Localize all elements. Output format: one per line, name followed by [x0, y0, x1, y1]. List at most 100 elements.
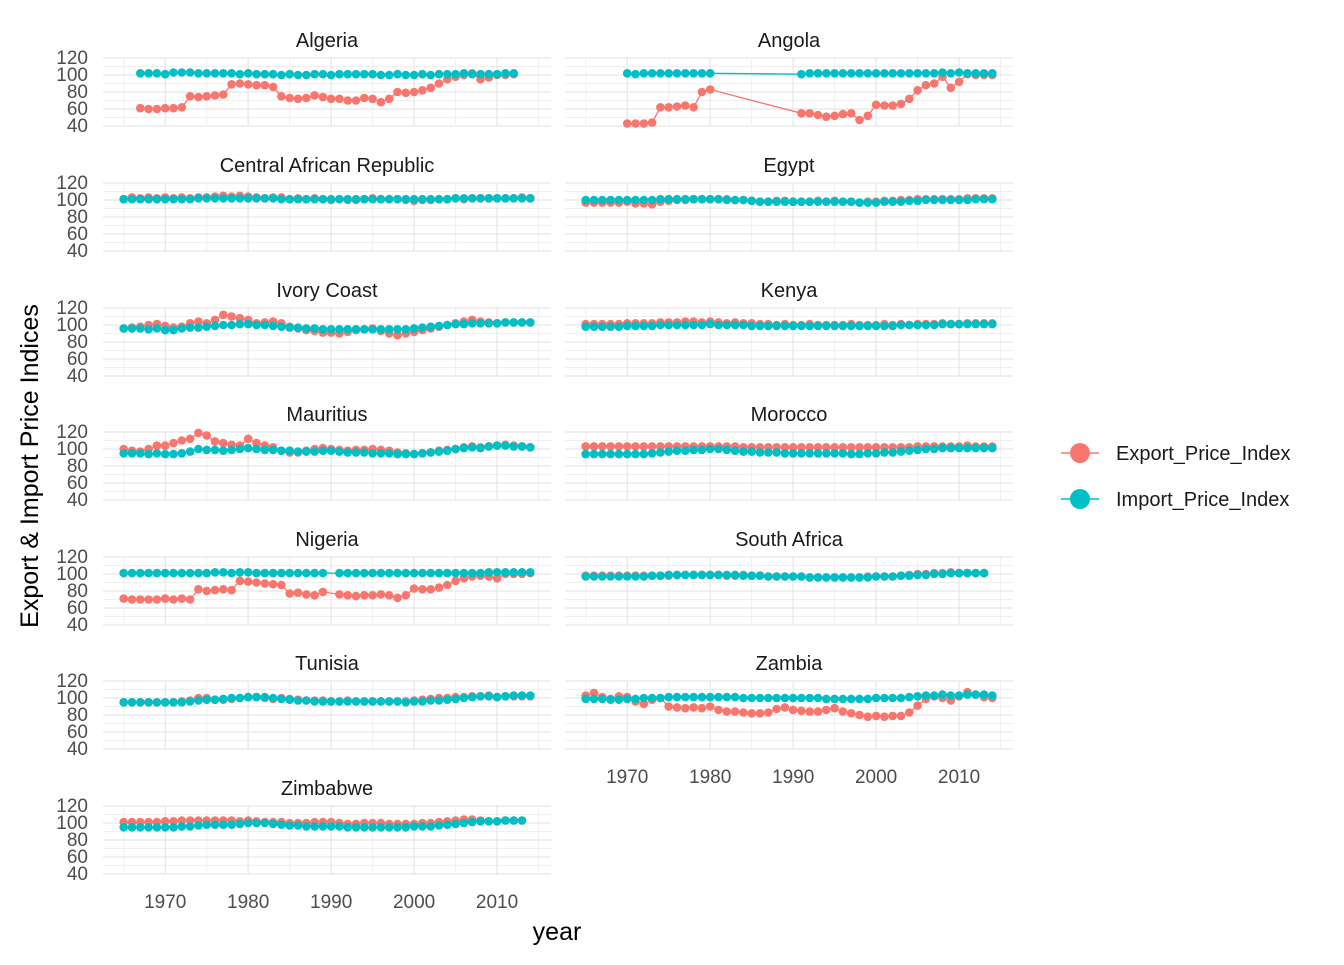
data-point [360, 325, 369, 334]
data-point [393, 568, 402, 578]
data-point [697, 692, 707, 702]
data-point [913, 86, 922, 95]
data-point [921, 80, 931, 90]
data-point [639, 572, 649, 581]
data-point [938, 690, 947, 699]
x-axis-title: year [533, 918, 582, 946]
data-point [501, 441, 510, 450]
data-point [971, 690, 980, 699]
data-point [227, 585, 236, 595]
data-point [152, 324, 162, 333]
data-point [772, 693, 781, 703]
data-point [764, 572, 773, 581]
data-point [302, 590, 311, 599]
data-point [351, 823, 361, 832]
data-point [177, 449, 187, 458]
data-point [672, 692, 682, 702]
data-point [938, 68, 947, 77]
data-point [459, 319, 469, 329]
data-point [144, 104, 153, 114]
data-point [169, 68, 178, 77]
data-point [434, 79, 444, 88]
data-point [905, 94, 914, 104]
data-point [393, 823, 402, 832]
data-point [681, 692, 690, 702]
data-point [805, 197, 814, 206]
data-point [409, 697, 419, 706]
data-point [813, 573, 823, 582]
data-point [243, 194, 253, 203]
data-point [202, 69, 211, 78]
data-point [838, 573, 848, 582]
data-point [426, 448, 436, 457]
data-point [185, 816, 195, 825]
data-point [938, 319, 947, 329]
data-point [888, 572, 897, 581]
data-point [451, 194, 460, 203]
data-point [185, 194, 195, 204]
data-point [855, 694, 864, 704]
data-point [822, 443, 831, 452]
data-point [310, 591, 319, 600]
data-point [384, 449, 394, 458]
data-point [260, 69, 270, 79]
data-point [863, 449, 873, 458]
data-point [152, 104, 162, 114]
data-point [979, 443, 989, 453]
data-point [747, 693, 756, 703]
data-point [526, 194, 535, 203]
data-point [846, 69, 856, 78]
data-point [169, 325, 178, 335]
data-point [235, 693, 245, 703]
data-point [614, 322, 624, 332]
data-point [169, 449, 178, 459]
data-point [169, 103, 178, 113]
data-point [277, 70, 286, 80]
data-point [227, 312, 236, 321]
data-point [443, 446, 452, 456]
data-point [484, 692, 494, 701]
data-point [177, 568, 187, 578]
data-point [434, 583, 444, 592]
data-point [946, 83, 956, 93]
data-point [368, 823, 377, 832]
data-point [401, 70, 411, 80]
data-point [681, 69, 690, 78]
data-point [202, 322, 211, 332]
data-point [285, 323, 295, 332]
data-point [268, 693, 278, 703]
data-point [210, 315, 220, 325]
data-point [418, 822, 427, 831]
data-point [681, 194, 690, 204]
data-point [252, 320, 261, 330]
data-point [631, 694, 640, 704]
data-point [484, 442, 494, 451]
data-point [484, 568, 494, 577]
data-point [227, 568, 236, 578]
data-point [418, 323, 427, 332]
data-point [631, 195, 640, 205]
data-point [326, 325, 336, 334]
data-point [631, 321, 640, 331]
data-point [227, 80, 236, 89]
data-point [896, 711, 906, 721]
data-point [484, 319, 494, 328]
data-point [459, 693, 469, 703]
data-point [788, 449, 798, 458]
data-point [871, 100, 881, 110]
data-point [210, 695, 220, 704]
data-point [285, 69, 295, 79]
data-point [730, 707, 740, 716]
data-point [672, 320, 682, 330]
data-point [606, 322, 615, 332]
data-point [185, 822, 195, 831]
data-point [268, 819, 278, 829]
data-point [243, 434, 253, 444]
x-tick-label: 2000 [855, 767, 897, 788]
data-point [963, 195, 972, 205]
data-point [418, 69, 427, 79]
data-point [780, 321, 790, 331]
y-tick-label: 100 [56, 190, 88, 211]
data-point [451, 576, 460, 586]
data-point [813, 321, 823, 331]
